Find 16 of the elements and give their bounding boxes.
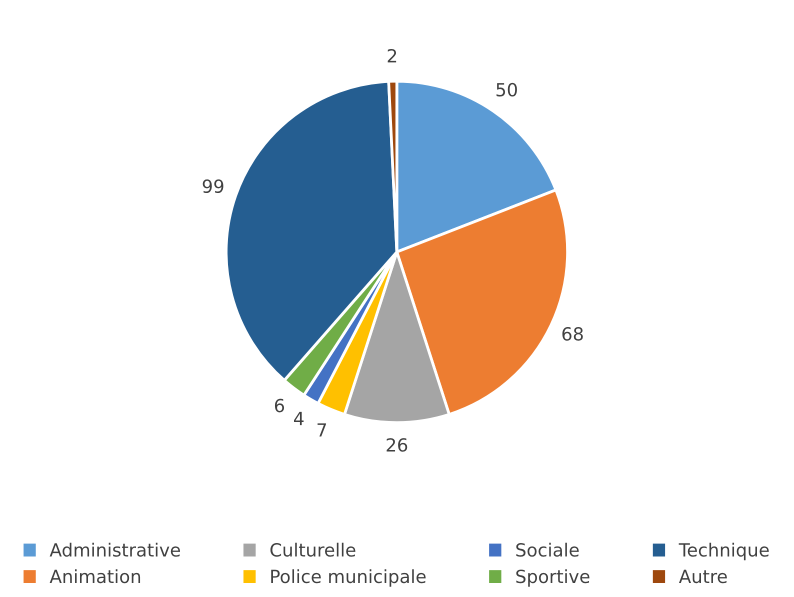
- data-label: 7: [318, 423, 326, 436]
- data-label: 26: [386, 438, 408, 452]
- legend-label: Sociale: [516, 542, 579, 557]
- legend-label: Autre: [678, 570, 727, 584]
- legend-label: Culturelle: [270, 542, 356, 557]
- data-label: 4: [294, 412, 304, 426]
- data-label: 99: [202, 179, 224, 194]
- legend-label: Sportive: [516, 569, 590, 587]
- data-label: 6: [274, 398, 284, 412]
- legend-label: Animation: [50, 569, 140, 584]
- legend-label: Administrative: [50, 542, 180, 557]
- legend-label: Technique: [678, 542, 769, 560]
- data-label: 50: [496, 82, 517, 97]
- legend-label: Police municipale: [271, 569, 426, 587]
- data-label: 68: [562, 327, 583, 341]
- data-label: 2: [388, 48, 396, 62]
